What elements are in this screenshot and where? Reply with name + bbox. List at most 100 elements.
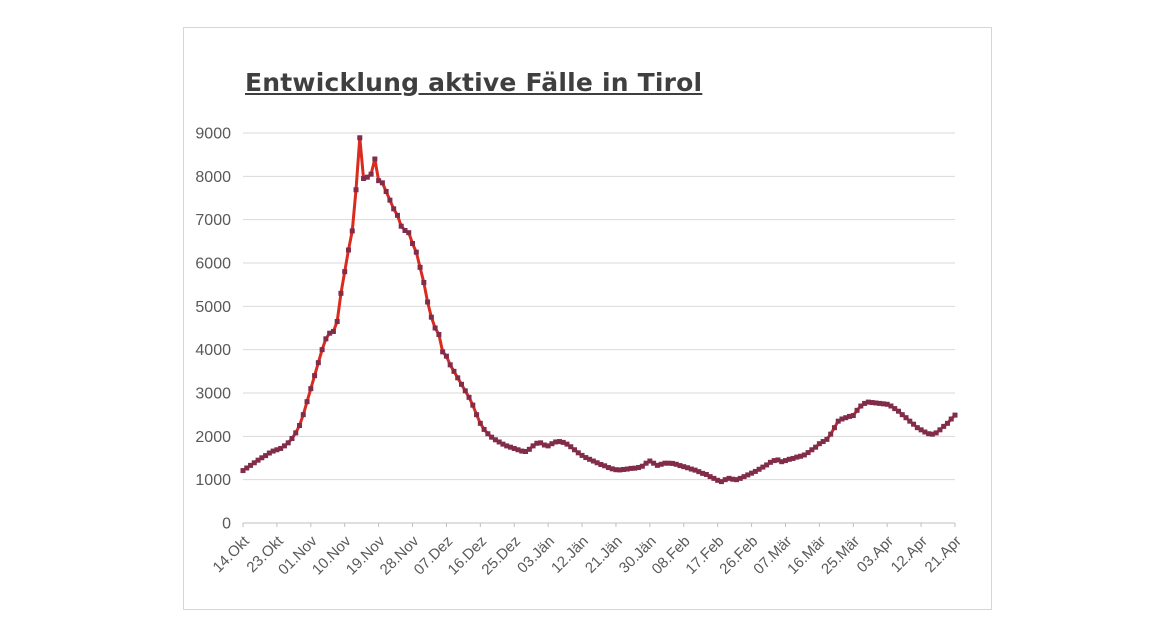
- data-point-marker: [556, 439, 562, 445]
- data-point-marker: [745, 472, 751, 478]
- data-point-marker: [918, 427, 924, 433]
- data-point-marker: [862, 400, 868, 406]
- data-point-marker: [598, 462, 604, 467]
- data-point-marker: [884, 401, 890, 407]
- data-point-marker: [647, 458, 653, 464]
- data-point-marker: [609, 466, 615, 472]
- data-point-marker: [782, 458, 788, 464]
- series-line: [241, 136, 957, 484]
- data-point-marker: [922, 429, 928, 435]
- data-point-marker: [722, 477, 728, 483]
- data-point-marker: [669, 460, 675, 466]
- data-point-marker: [534, 440, 540, 446]
- data-point-marker: [752, 468, 758, 474]
- data-point-marker: [786, 456, 792, 462]
- data-point-marker: [572, 447, 578, 453]
- data-point-marker: [847, 413, 853, 419]
- data-point-marker: [519, 448, 525, 454]
- data-point-marker: [319, 347, 325, 353]
- data-point-marker: [895, 408, 901, 414]
- data-point-marker: [541, 442, 547, 448]
- data-point-marker: [658, 461, 664, 467]
- data-point-marker: [440, 349, 446, 355]
- data-point-marker: [330, 328, 336, 334]
- data-point-marker: [831, 425, 837, 431]
- x-tick-label: 12.Jän: [548, 533, 592, 577]
- data-point-marker: [361, 176, 367, 181]
- data-point-marker: [937, 427, 943, 433]
- data-point-marker: [903, 415, 909, 421]
- data-point-marker: [376, 178, 382, 184]
- data-point-marker: [421, 280, 427, 285]
- data-point-marker: [820, 439, 826, 445]
- data-point-marker: [447, 362, 453, 368]
- data-point-marker: [504, 443, 510, 449]
- data-point-marker: [779, 459, 785, 465]
- data-point-marker: [790, 455, 796, 461]
- data-point-marker: [639, 463, 645, 469]
- data-point-marker: [413, 249, 419, 255]
- data-point-marker: [560, 439, 566, 445]
- data-point-marker: [379, 180, 385, 186]
- data-point-marker: [443, 353, 449, 359]
- data-point-marker: [737, 475, 743, 481]
- chart-card: Entwicklung aktive Fälle in Tirol 0 1000 2…: [183, 27, 992, 610]
- data-point-marker: [251, 460, 257, 466]
- data-point-marker: [240, 468, 246, 474]
- data-point-marker: [726, 475, 732, 481]
- data-point-marker: [685, 465, 691, 471]
- data-point-marker: [880, 401, 886, 407]
- data-point-marker: [481, 426, 487, 432]
- data-point-marker: [485, 431, 491, 437]
- data-point-marker: [718, 479, 724, 485]
- data-point-marker: [466, 394, 472, 400]
- data-point-marker: [760, 464, 766, 470]
- data-point-marker: [428, 314, 434, 320]
- data-point-marker: [643, 460, 649, 466]
- data-point-marker: [926, 431, 932, 437]
- data-point-marker: [771, 458, 777, 464]
- data-point-marker: [677, 463, 683, 469]
- data-point-marker: [944, 420, 950, 426]
- x-tick-label: 25.Mär: [818, 533, 863, 578]
- data-point-marker: [391, 206, 397, 212]
- data-point-marker: [263, 453, 269, 459]
- data-point-marker: [703, 471, 709, 477]
- data-point-marker: [248, 462, 254, 468]
- data-point-marker: [929, 431, 935, 437]
- data-point-marker: [624, 466, 630, 472]
- data-point-marker: [952, 412, 958, 418]
- data-point-marker: [549, 441, 555, 447]
- data-point-marker: [756, 466, 762, 472]
- data-point-marker: [828, 431, 834, 437]
- y-tick-label: 8000: [195, 169, 231, 186]
- chart-title: Entwicklung aktive Fälle in Tirol: [245, 68, 703, 97]
- y-tick-label: 2000: [195, 429, 231, 446]
- data-point-marker: [587, 456, 593, 462]
- x-tick-label: 03.Apr: [854, 533, 897, 576]
- data-point-marker: [530, 443, 536, 449]
- data-point-marker: [368, 171, 374, 177]
- data-point-marker: [274, 447, 280, 453]
- data-point-marker: [526, 446, 532, 452]
- data-point-marker: [474, 412, 480, 418]
- data-point-marker: [278, 445, 284, 451]
- data-point-marker: [673, 461, 679, 467]
- data-point-marker: [594, 460, 600, 466]
- data-point-marker: [749, 470, 755, 476]
- data-point-marker: [734, 477, 739, 483]
- data-point-marker: [489, 434, 495, 440]
- x-tick-label: 12.Apr: [888, 533, 931, 576]
- data-point-marker: [809, 447, 815, 453]
- data-point-marker: [417, 264, 423, 270]
- data-point-marker: [304, 399, 310, 405]
- data-point-marker: [700, 470, 706, 476]
- data-point-marker: [696, 469, 702, 475]
- data-point-marker: [605, 465, 611, 471]
- data-point-marker: [636, 465, 642, 471]
- x-tick-label: 25.Dez: [478, 533, 524, 579]
- y-tick-label: 5000: [195, 299, 231, 316]
- data-point-marker: [398, 223, 404, 229]
- data-point-marker: [372, 156, 378, 162]
- data-point-marker: [293, 430, 299, 436]
